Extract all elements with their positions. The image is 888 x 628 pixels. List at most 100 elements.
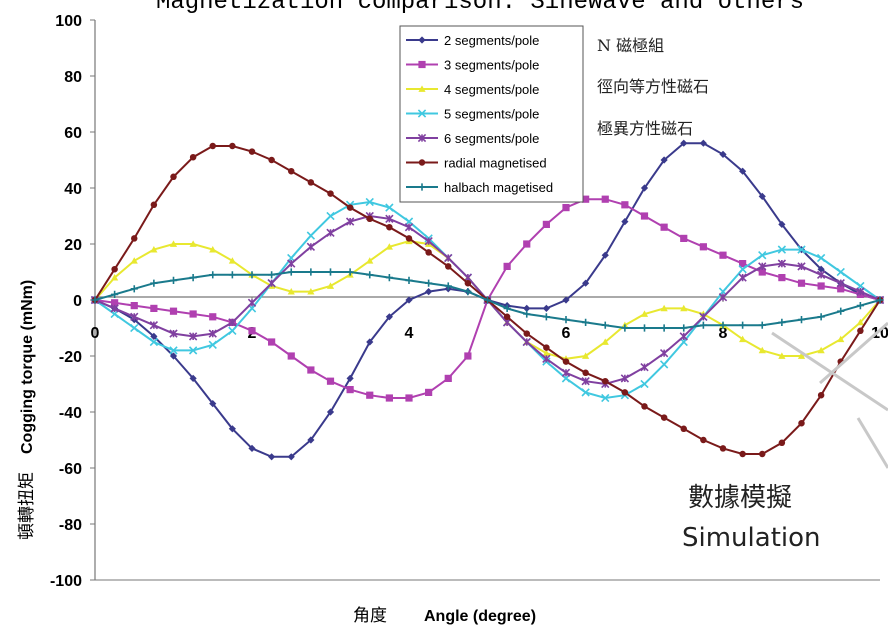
data-point	[189, 374, 197, 382]
data-point	[582, 318, 590, 326]
data-point	[91, 296, 99, 304]
data-point	[523, 330, 530, 337]
data-point	[464, 279, 472, 287]
y-axis-label-group: 頓轉扭矩 Cogging torque (mNm)	[17, 280, 37, 540]
data-point	[542, 349, 550, 357]
data-point	[640, 184, 649, 192]
data-point	[641, 403, 648, 410]
note-line-2: 徑向等方性磁石	[597, 77, 709, 96]
data-point	[385, 274, 393, 282]
data-point	[444, 374, 452, 382]
series-6	[91, 142, 884, 458]
data-point	[366, 257, 374, 264]
x-tick-label: 6	[562, 325, 571, 342]
chart-title: Magnetization comparison: Sinewave and o…	[156, 0, 804, 16]
data-point	[248, 444, 256, 452]
legend-marker	[418, 85, 426, 92]
data-point	[345, 217, 355, 226]
data-point	[602, 377, 609, 385]
data-point	[110, 304, 119, 313]
data-point	[581, 388, 590, 397]
y-tick-label: -40	[59, 405, 82, 422]
y-tick-label: 80	[64, 69, 82, 86]
data-point	[307, 366, 315, 374]
data-point	[307, 436, 315, 444]
data-point	[169, 346, 178, 355]
data-point	[759, 450, 766, 458]
data-point	[327, 190, 334, 197]
data-point	[444, 253, 453, 263]
data-point	[209, 246, 217, 253]
data-point	[660, 324, 668, 332]
y-tick-label: -100	[50, 573, 82, 590]
data-point	[816, 253, 826, 263]
data-point	[503, 304, 511, 312]
data-point	[444, 282, 452, 290]
data-point	[542, 304, 550, 312]
data-point	[130, 302, 138, 310]
y-tick-label: -20	[59, 349, 82, 366]
data-point	[326, 282, 335, 289]
data-point	[169, 276, 178, 284]
data-point	[228, 425, 236, 433]
data-point	[659, 360, 669, 369]
data-point	[111, 265, 118, 273]
data-point	[582, 195, 590, 203]
data-point	[837, 307, 845, 315]
data-point	[542, 220, 550, 228]
data-point	[680, 304, 688, 312]
data-point	[797, 352, 806, 359]
note-line-1: N 磁極組	[597, 36, 664, 55]
legend-label: halbach magetised	[444, 180, 553, 195]
data-point	[425, 388, 433, 396]
data-point	[699, 321, 707, 329]
x-axis-label-zh: 角度	[353, 606, 387, 626]
decorative-diagonal-line	[771, 331, 888, 412]
data-point	[287, 453, 295, 461]
data-point	[738, 265, 747, 274]
data-point	[209, 313, 217, 321]
data-point	[857, 327, 864, 335]
data-point	[326, 408, 335, 416]
data-point	[798, 419, 805, 427]
data-point	[797, 262, 806, 271]
data-point	[601, 195, 609, 203]
data-point	[542, 354, 551, 363]
data-point	[149, 337, 159, 347]
y-tick-label: -80	[59, 517, 82, 534]
data-point	[837, 335, 845, 343]
data-point	[188, 346, 198, 355]
data-point	[385, 203, 394, 212]
data-point	[758, 192, 766, 200]
data-point	[326, 228, 335, 237]
data-point	[208, 340, 217, 349]
note-line-3: 極異方性磁石	[597, 119, 693, 138]
data-point	[562, 316, 570, 324]
data-point	[660, 156, 668, 164]
x-tick-label: 4	[405, 325, 414, 342]
data-point	[659, 349, 669, 358]
data-point	[523, 310, 531, 318]
data-point	[111, 299, 119, 307]
legend: 2 segments/pole 3 segments/pole 4 segments…	[406, 33, 553, 195]
data-point	[209, 142, 216, 150]
data-point	[778, 352, 786, 359]
data-point	[150, 201, 158, 209]
data-point	[385, 214, 394, 223]
data-point	[817, 265, 825, 273]
data-point	[287, 259, 296, 268]
data-point	[562, 204, 570, 212]
data-point	[306, 231, 316, 240]
data-point	[719, 150, 727, 158]
data-point	[817, 282, 825, 290]
data-point	[326, 377, 335, 385]
data-point	[582, 352, 590, 359]
data-point	[208, 329, 217, 338]
data-point	[385, 394, 393, 402]
data-point	[777, 245, 787, 254]
data-point	[699, 243, 707, 251]
data-point	[131, 235, 138, 242]
y-tick-label: -60	[59, 461, 82, 478]
data-point	[680, 234, 688, 242]
data-point	[543, 344, 550, 351]
